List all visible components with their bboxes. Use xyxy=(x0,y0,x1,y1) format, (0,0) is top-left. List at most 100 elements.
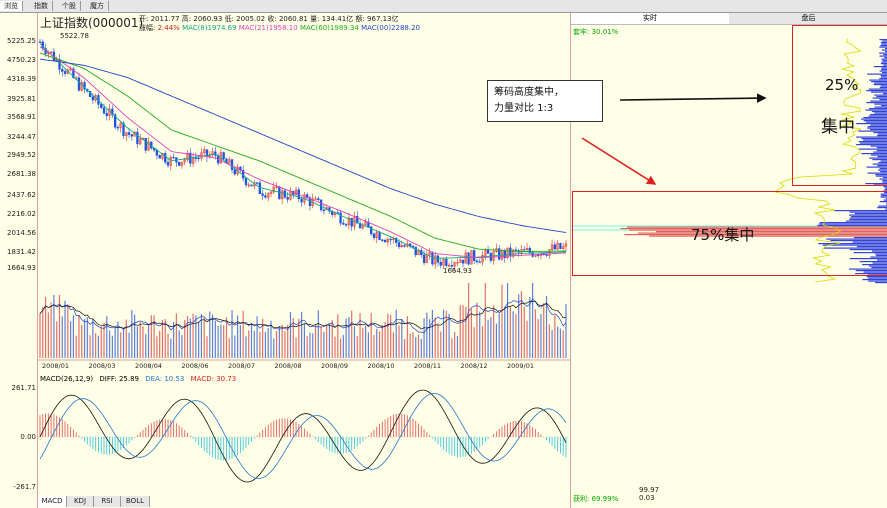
candle xyxy=(300,198,303,203)
chip-bar xyxy=(884,187,887,189)
volume-bar xyxy=(250,322,253,358)
chip-bar xyxy=(885,198,887,200)
candle xyxy=(247,184,250,186)
volume-bar xyxy=(298,318,300,358)
dea-line xyxy=(39,392,567,479)
chip-bar xyxy=(881,43,887,45)
candle xyxy=(523,249,526,251)
volume-bar xyxy=(356,336,358,358)
chip-bar xyxy=(885,51,887,53)
volume-bar xyxy=(295,337,297,358)
candle xyxy=(319,199,323,211)
arrow-to-75-box xyxy=(581,137,657,185)
tab-cube[interactable]: 魔方 xyxy=(86,1,109,11)
y-label: 5225.25 xyxy=(7,37,36,45)
candle xyxy=(183,159,186,163)
tab-realtime[interactable]: 实时 xyxy=(571,13,729,25)
candle xyxy=(556,242,559,250)
volume-bar xyxy=(309,332,311,358)
volume-bar xyxy=(378,331,381,358)
ma250-value: 2288.20 xyxy=(391,24,421,32)
volume-bar xyxy=(120,332,122,358)
volume-bar xyxy=(470,308,472,358)
chip-bar xyxy=(869,129,887,131)
volume-bar xyxy=(214,320,216,358)
tab-boll[interactable]: BOLL xyxy=(121,496,150,507)
dea-label: DEA: xyxy=(145,375,163,383)
volume-bar xyxy=(161,320,164,358)
volume-bar xyxy=(53,294,55,358)
volume-bar xyxy=(481,326,484,358)
volume-bar xyxy=(390,315,392,358)
ma8-value: 1974.69 xyxy=(207,24,237,32)
volume-bar xyxy=(248,330,250,358)
volume-bar xyxy=(445,310,447,358)
volume-bar xyxy=(167,333,169,358)
chip-bar xyxy=(880,171,887,173)
tab-kdj[interactable]: KDJ xyxy=(67,496,94,507)
tab-macd[interactable]: MACD xyxy=(38,496,67,507)
volume-bar xyxy=(203,318,205,358)
chip-bar xyxy=(649,235,887,237)
volume-bar xyxy=(534,309,536,358)
y-label: 1831.42 xyxy=(7,248,36,256)
annotation-arrows xyxy=(581,93,767,185)
chip-bar xyxy=(870,145,887,147)
volume-bar xyxy=(50,302,52,358)
diff-value: 25.89 xyxy=(118,375,140,383)
tab-browse[interactable]: 浏览 xyxy=(0,1,23,11)
volume-bar xyxy=(262,318,264,358)
chip-cost-line xyxy=(774,38,862,283)
chip-bar xyxy=(620,228,887,230)
chip-bar xyxy=(863,139,887,141)
candle xyxy=(550,244,554,250)
tab-after-hours[interactable]: 盘后 xyxy=(729,13,887,25)
volume-ma5-line xyxy=(39,298,567,333)
candle xyxy=(372,233,376,238)
volume-bar xyxy=(206,336,208,358)
chip-bar xyxy=(855,270,887,272)
chip-bar xyxy=(823,247,887,249)
volume-bar xyxy=(156,336,158,358)
macd-y-label: 0.00 xyxy=(20,433,36,441)
volume-bar xyxy=(351,310,353,358)
low-value: 2005.02 xyxy=(236,15,266,23)
chip-bar xyxy=(826,238,887,240)
volume-bar xyxy=(420,338,422,358)
chip-bar xyxy=(849,217,887,219)
tab-index[interactable]: 指数 xyxy=(30,1,53,11)
macd-label: MACD: xyxy=(190,375,214,383)
volume-bar xyxy=(512,311,514,358)
chip-bar xyxy=(818,243,887,245)
volume-bar xyxy=(172,321,175,358)
chip-bar xyxy=(879,87,887,89)
candle xyxy=(381,239,384,241)
chip-distribution-panel: 实时 盘后 套牢: 30.01% 获利: 69.99% 99.97 0.03 2… xyxy=(570,13,887,508)
volume-bar xyxy=(228,338,230,358)
candle xyxy=(158,155,161,159)
chip-bar xyxy=(876,147,887,149)
chip-bar xyxy=(637,232,887,234)
tab-rsi[interactable]: RSI xyxy=(94,496,121,507)
volume-bar xyxy=(278,325,280,358)
candle xyxy=(358,222,362,229)
macd-value: 30.73 xyxy=(216,375,237,383)
chip-bar xyxy=(856,136,887,138)
volume-bar xyxy=(423,318,425,358)
chip-bar xyxy=(882,60,887,62)
ma60-value: 1989.34 xyxy=(329,24,359,32)
candle xyxy=(164,153,167,163)
peak-price-label: 5522.78 xyxy=(60,32,89,40)
box1-text: 集中 xyxy=(821,117,855,137)
candle xyxy=(197,157,200,160)
volume-bar xyxy=(287,324,289,358)
volume-bar xyxy=(217,325,219,358)
y-label: 2216.02 xyxy=(7,210,36,218)
candle xyxy=(514,249,518,252)
chip-bar xyxy=(859,148,887,150)
vol-label: 量: xyxy=(310,15,320,23)
chip-bar xyxy=(880,75,887,77)
volume-ma10-line xyxy=(39,300,567,330)
volume-bar xyxy=(504,306,506,358)
tab-stock[interactable]: 个股 xyxy=(58,1,81,11)
